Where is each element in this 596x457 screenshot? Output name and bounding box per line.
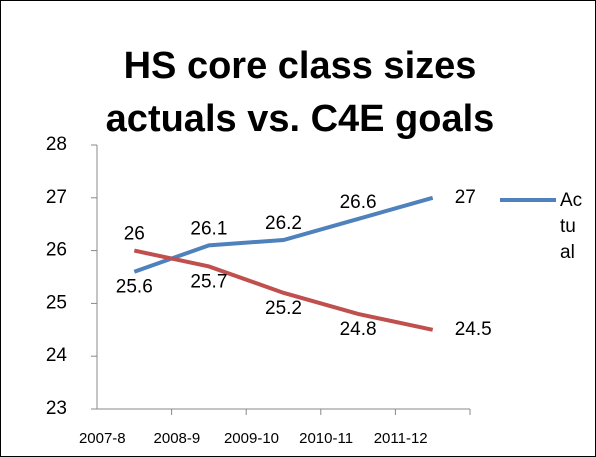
data-label: 26.1 xyxy=(190,218,227,239)
y-tick-label: 28 xyxy=(46,134,67,155)
x-tick-label: 2007-8 xyxy=(79,430,126,447)
y-tick-label: 27 xyxy=(46,187,67,208)
line-series xyxy=(133,248,434,332)
legend-label: Actual xyxy=(560,190,583,263)
data-label: 26.6 xyxy=(340,192,377,213)
y-tick-label: 24 xyxy=(46,345,68,366)
x-tick-label: 2009-10 xyxy=(224,430,279,447)
data-label: 24.8 xyxy=(340,319,377,340)
data-label: 27 xyxy=(455,187,476,208)
x-tick-label: 2010-11 xyxy=(299,430,353,447)
y-tick-label: 26 xyxy=(46,240,67,261)
data-label: 25.6 xyxy=(116,277,153,298)
y-tick-label: 23 xyxy=(46,398,67,419)
line-series xyxy=(133,195,434,274)
data-label: 26.2 xyxy=(265,213,302,234)
x-tick-label: 2011-12 xyxy=(374,430,428,447)
y-tick-label: 25 xyxy=(46,292,67,313)
data-label: 24.5 xyxy=(455,319,492,340)
chart-title: HS core class sizes actuals vs. C4E goal… xyxy=(105,45,495,140)
x-tick-label: 2008-9 xyxy=(154,430,201,447)
data-label: 25.2 xyxy=(265,298,302,319)
data-label: 25.7 xyxy=(190,271,227,292)
data-label: 26 xyxy=(124,224,145,245)
